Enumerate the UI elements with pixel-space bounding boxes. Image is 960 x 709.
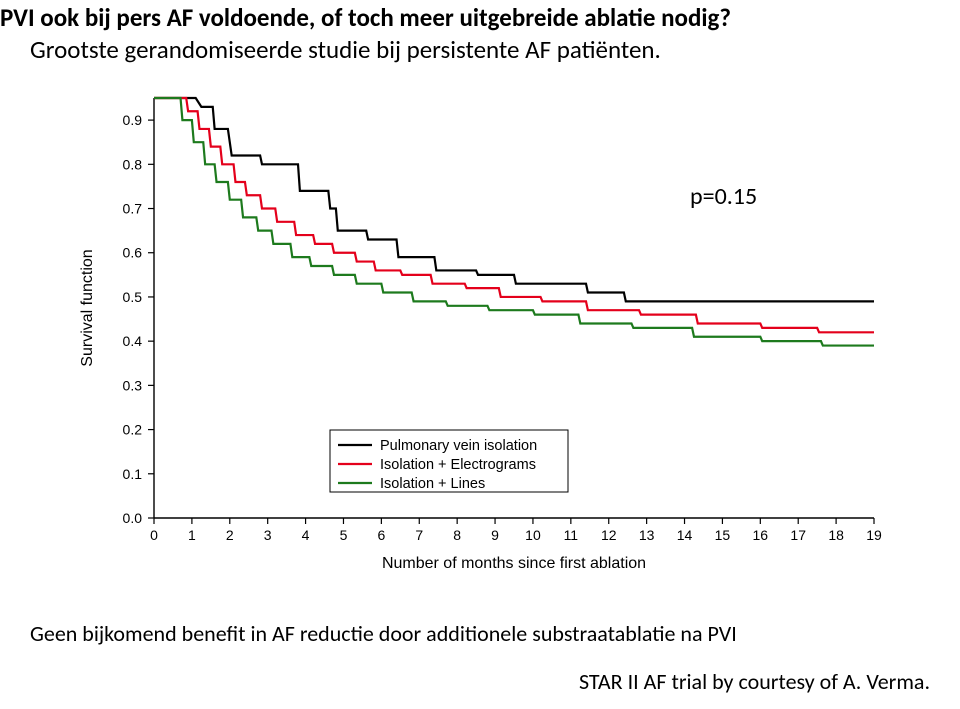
svg-text:9: 9 [491, 527, 499, 543]
svg-text:7: 7 [415, 527, 423, 543]
svg-text:0: 0 [150, 527, 158, 543]
svg-text:0.8: 0.8 [123, 156, 143, 172]
svg-text:12: 12 [601, 527, 617, 543]
svg-text:Number of months since first a: Number of months since first ablation [382, 555, 646, 572]
svg-text:14: 14 [677, 527, 693, 543]
svg-text:2: 2 [226, 527, 234, 543]
footer-text-2: STAR II AF trial by courtesy of A. Verma… [579, 668, 930, 695]
svg-text:10: 10 [525, 527, 541, 543]
svg-text:0.6: 0.6 [123, 245, 143, 261]
svg-text:0.0: 0.0 [123, 510, 143, 526]
svg-text:16: 16 [753, 527, 769, 543]
svg-text:0.4: 0.4 [123, 333, 143, 349]
svg-text:Isolation + Lines: Isolation + Lines [380, 476, 485, 492]
svg-text:8: 8 [453, 527, 461, 543]
svg-text:4: 4 [302, 527, 310, 543]
svg-text:Pulmonary vein isolation: Pulmonary vein isolation [380, 438, 537, 454]
svg-text:5: 5 [340, 527, 348, 543]
svg-text:11: 11 [564, 527, 579, 543]
svg-text:0.2: 0.2 [123, 422, 143, 438]
svg-text:3: 3 [264, 527, 272, 543]
svg-text:0.9: 0.9 [123, 112, 143, 128]
svg-text:0.7: 0.7 [123, 201, 143, 217]
svg-text:19: 19 [866, 527, 882, 543]
svg-text:18: 18 [828, 527, 844, 543]
svg-text:1: 1 [188, 527, 196, 543]
svg-text:15: 15 [715, 527, 731, 543]
slide-title: PVI ook bij pers AF voldoende, of toch m… [0, 4, 960, 33]
svg-text:0.3: 0.3 [123, 377, 143, 393]
survival-chart: 0.00.10.20.30.40.50.60.70.80.90123456789… [60, 88, 900, 586]
slide-subtitle: Grootste gerandomiseerde studie bij pers… [30, 34, 661, 65]
svg-text:6: 6 [377, 527, 385, 543]
svg-text:0.1: 0.1 [123, 466, 143, 482]
svg-text:Isolation + Electrograms: Isolation + Electrograms [380, 457, 536, 473]
footer-text-1: Geen bijkomend benefit in AF reductie do… [30, 620, 737, 647]
svg-text:0.5: 0.5 [123, 289, 143, 305]
svg-text:17: 17 [790, 527, 806, 543]
svg-text:Survival function: Survival function [79, 249, 96, 366]
svg-text:13: 13 [639, 527, 655, 543]
